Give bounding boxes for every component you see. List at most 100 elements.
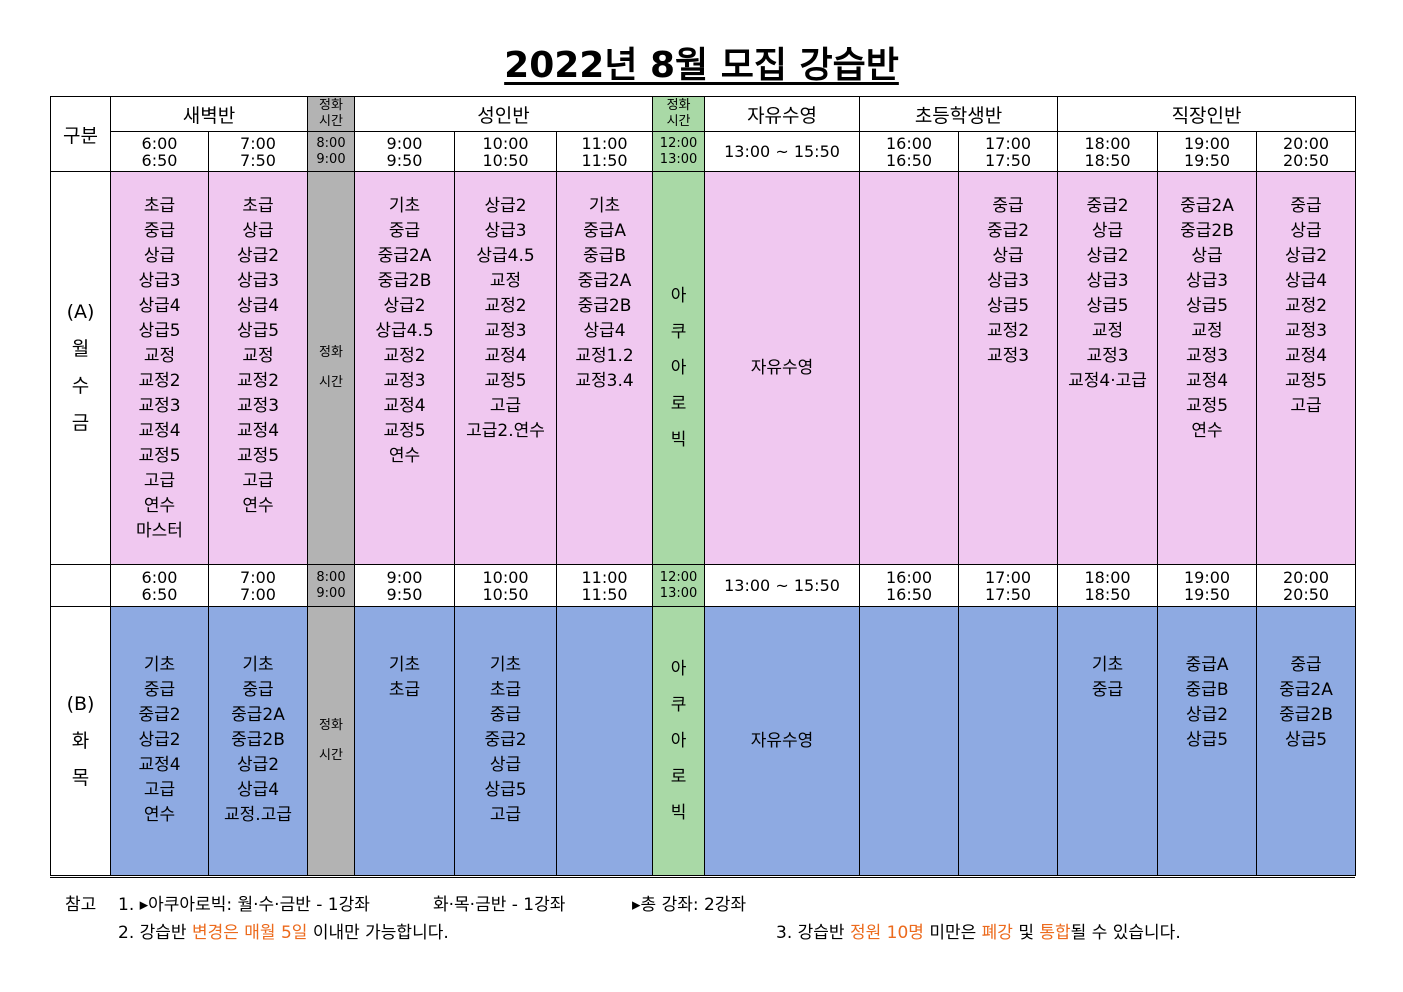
cell-line: 교정5: [138, 446, 181, 466]
time-cell: 13:00 ~ 15:50: [704, 564, 861, 607]
cell-line: 상급2: [236, 755, 280, 775]
cell-line: 고급2.연수: [466, 421, 545, 441]
header-cell: 정화 시간: [307, 96, 356, 132]
class-cell: [556, 606, 654, 876]
cell-line: 17:50: [984, 584, 1032, 604]
cell-line: 11:00: [581, 567, 628, 587]
cell-line: 상급2: [1086, 246, 1129, 266]
cell-line: 상급4: [1284, 271, 1328, 291]
cell-line: 상급2: [1284, 246, 1328, 266]
cell-line: 교정3: [986, 346, 1030, 366]
time-cell: 17:00 17:50: [958, 131, 1059, 172]
cell-line: 성인반: [477, 104, 530, 127]
cell-line: 교정5: [236, 446, 280, 466]
cell-line: 교정2: [236, 371, 280, 391]
cell-line: 중급2: [1086, 196, 1129, 216]
cell-line: 중급: [1290, 655, 1322, 675]
cell-line: 9:50: [386, 584, 423, 604]
cell-line: 연수: [143, 805, 176, 825]
cell-line: 교정.고급: [224, 805, 292, 825]
time-cell: 9:00 9:50: [354, 564, 456, 607]
header-cell: 정화 시간: [652, 96, 706, 132]
cell-line: 교정1.2: [575, 346, 634, 366]
corner-cell: 구분: [50, 96, 111, 172]
cell-line: 중급A: [1185, 655, 1229, 675]
class-row: (B) 화 목 기초 중급 중급2 상급2 교정4 고급 연수 기초 중급 중급2A 중급2B 상급2 상급4…: [50, 606, 1357, 876]
class-cell: 정화 시간: [307, 606, 356, 876]
cell-line: 상급3: [1086, 271, 1129, 291]
cell-line: 20:00: [1282, 567, 1330, 587]
time-cell: 16:00 16:50: [859, 131, 960, 172]
cell-line: 중급: [1091, 680, 1124, 700]
cell-line: 고급: [143, 780, 176, 800]
time-cell: 6:00 6:50: [110, 564, 209, 607]
cell-line: 시간: [666, 114, 691, 129]
class-cell: 기초 중급 중급2A 중급2B 상급2 상급4 교정.고급: [207, 606, 309, 876]
class-cell: 자유수영: [704, 171, 861, 565]
time-cell: 8:00 9:00: [307, 131, 356, 172]
cell-line: 16:50: [885, 584, 933, 604]
cell-line: 13:00 ~ 15:50: [724, 142, 840, 161]
cell-line: 상급3: [236, 271, 280, 291]
cell-line: 마스터: [136, 521, 183, 541]
cell-line: 고급: [489, 396, 522, 416]
cell-line: 교정5: [383, 421, 426, 441]
cell-line: 초급: [242, 196, 274, 216]
cell-line: 기초: [143, 655, 176, 675]
cell-line: 상급: [489, 755, 522, 775]
cell-line: 상급2: [484, 196, 527, 216]
class-cell: 중급 중급2 상급 상급3 상급5 교정2 교정3: [958, 171, 1059, 565]
cell-line: 교정: [143, 346, 176, 366]
class-cell: 중급2A 중급2B 상급 상급3 상급5 교정 교정3 교정4 교정5 연수: [1157, 171, 1258, 565]
class-cell: 중급 상급 상급2 상급4 교정2 교정3 교정4 교정5 고급: [1256, 171, 1357, 565]
cell-line: 상급2: [1185, 705, 1229, 725]
bottom-rule: [50, 877, 1355, 878]
cell-line: 교정4·고급: [1068, 371, 1147, 391]
cell-line: 교정4: [1185, 371, 1229, 391]
class-cell: 정화 시간: [307, 171, 356, 565]
cell-line: 상급4.5: [476, 246, 535, 266]
note: 화·목·금반 - 1강좌: [433, 895, 566, 915]
cell-line: 구분: [63, 124, 98, 147]
cell-line: 상급5: [236, 321, 280, 341]
cell-line: 9:00: [386, 133, 423, 153]
cell-line: 상급4: [583, 321, 626, 341]
class-cell: 중급2 상급 상급2 상급3 상급5 교정 교정3 교정4·고급: [1057, 171, 1159, 565]
cell-line: 정화: [666, 98, 691, 113]
note-emphasis: 정원 10명: [849, 923, 924, 943]
cell-line: 목: [71, 766, 90, 789]
cell-line: 18:00: [1084, 133, 1131, 153]
cell-line: 빅: [670, 430, 687, 450]
cell-line: 10:50: [482, 584, 529, 604]
header-cell: 자유수영: [704, 96, 861, 132]
cell-line: 교정3: [484, 321, 527, 341]
cell-line: 중급2: [484, 730, 527, 750]
note-emphasis: 통합: [1039, 923, 1071, 943]
time-cell: 10:00 10:50: [454, 564, 558, 607]
cell-line: 중급2A: [577, 271, 632, 291]
cell-line: 상급4: [138, 296, 181, 316]
time-cell: 18:00 18:50: [1057, 131, 1159, 172]
cell-line: 상급5: [1185, 296, 1229, 316]
cell-line: 기초: [1091, 655, 1124, 675]
cell-line: 초등학생반: [914, 104, 1003, 127]
cell-line: 상급: [1191, 246, 1223, 266]
cell-line: 중급A: [583, 221, 626, 241]
cell-line: 7:00: [240, 133, 276, 153]
note-text: 3. 강습반: [776, 923, 850, 943]
cell-line: 교정3.4: [575, 371, 634, 391]
cell-line: 12:00: [659, 135, 698, 151]
cell-line: 정화: [319, 718, 343, 733]
cell-line: 상급4.5: [375, 321, 434, 341]
time-row: 6:00 6:50 7:00 7:50 8:00 9:00 9:00 9:50 10:00 10:…: [51, 131, 1357, 172]
time-cell: 6:00 6:50: [110, 131, 209, 172]
time-cell: 12:00 13:00: [652, 564, 706, 607]
cell-line: 상급: [242, 221, 274, 241]
cell-line: 중급2A: [1180, 196, 1234, 216]
class-cell: [859, 171, 960, 565]
cell-line: 상급5: [138, 321, 181, 341]
cell-line: 20:50: [1282, 584, 1330, 604]
cell-line: 상급3: [1185, 271, 1229, 291]
cell-line: 금: [71, 412, 90, 434]
note-label: 참고: [65, 895, 97, 915]
